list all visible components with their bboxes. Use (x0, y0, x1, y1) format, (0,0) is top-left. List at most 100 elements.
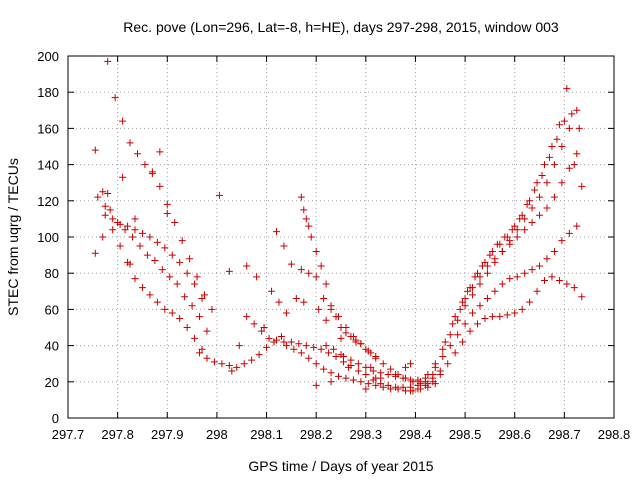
data-point (533, 179, 541, 187)
y-tick-label: 20 (45, 375, 59, 390)
data-point (191, 334, 199, 342)
data-point (496, 240, 504, 248)
data-point (491, 287, 499, 295)
data-point (101, 202, 109, 210)
data-point (578, 182, 586, 190)
data-point (379, 360, 387, 368)
data-point (555, 121, 563, 129)
data-point (558, 179, 566, 187)
data-point (235, 342, 243, 350)
data-point (141, 161, 149, 169)
y-tick-label: 80 (45, 266, 59, 281)
y-tick-label: 60 (45, 302, 59, 317)
data-point (193, 273, 201, 281)
data-point (439, 345, 447, 353)
data-point (156, 148, 164, 156)
data-point (439, 352, 447, 360)
data-point (196, 313, 204, 321)
data-point (367, 349, 375, 357)
data-point (461, 320, 469, 328)
data-point (330, 345, 338, 353)
data-point (481, 258, 489, 266)
data-point (171, 219, 179, 227)
data-point (406, 360, 414, 368)
data-point (352, 338, 360, 346)
data-point (528, 219, 536, 227)
data-point (387, 385, 395, 393)
data-point (506, 240, 514, 248)
data-point (503, 233, 511, 241)
data-point (168, 251, 176, 259)
data-point (255, 351, 263, 359)
data-point (240, 360, 248, 368)
data-point (573, 106, 581, 114)
data-point (526, 298, 534, 306)
data-point (451, 349, 459, 357)
data-point (178, 237, 186, 245)
data-point (327, 378, 335, 386)
data-point (203, 327, 211, 335)
data-point (454, 316, 462, 324)
data-point (474, 320, 481, 328)
data-point (414, 385, 422, 393)
data-point (461, 295, 469, 303)
data-point (372, 374, 380, 382)
data-point (176, 258, 184, 266)
data-point (305, 354, 313, 362)
data-point (153, 238, 161, 246)
data-point (421, 374, 429, 382)
data-point (186, 255, 194, 263)
data-point (518, 305, 526, 313)
data-point (498, 280, 506, 288)
data-point (225, 362, 233, 370)
data-point (215, 191, 223, 199)
x-tick-label: 298.5 (449, 427, 482, 442)
data-point (320, 295, 328, 303)
data-point (558, 237, 566, 245)
data-point (191, 280, 199, 288)
data-point (406, 387, 414, 395)
data-point (481, 314, 489, 322)
data-point (116, 242, 124, 250)
data-point (258, 327, 266, 335)
data-point (332, 313, 340, 321)
data-point (483, 262, 491, 270)
data-point (136, 242, 144, 250)
x-tick-label: 298.4 (399, 427, 432, 442)
x-tick-label: 298.7 (548, 427, 581, 442)
y-tick-label: 0 (52, 411, 59, 426)
data-point (446, 342, 454, 350)
data-point (354, 360, 362, 368)
data-point (158, 266, 166, 274)
x-tick-label: 298.3 (350, 427, 383, 442)
data-point (513, 273, 521, 281)
data-point (459, 338, 467, 346)
x-tick-label: 297.7 (52, 427, 85, 442)
data-point (143, 251, 151, 259)
y-tick-label: 40 (45, 339, 59, 354)
data-point (459, 298, 467, 306)
data-point (347, 356, 355, 364)
data-point (138, 284, 146, 292)
data-point (302, 342, 310, 350)
grid-lines (68, 56, 614, 418)
data-point (287, 338, 295, 346)
data-point (260, 324, 268, 331)
data-point (302, 215, 310, 223)
data-point (106, 206, 114, 214)
data-point (337, 351, 345, 359)
data-point (531, 186, 539, 194)
data-point (210, 358, 218, 366)
data-point (578, 293, 586, 301)
data-point (243, 313, 251, 321)
data-point (474, 269, 481, 277)
data-point (536, 193, 544, 201)
y-tick-label: 200 (37, 49, 59, 64)
data-point (483, 269, 491, 277)
data-point (297, 266, 305, 274)
data-point (263, 343, 271, 351)
data-point (399, 383, 407, 391)
y-tick-label: 100 (37, 230, 59, 245)
data-point (357, 378, 365, 386)
